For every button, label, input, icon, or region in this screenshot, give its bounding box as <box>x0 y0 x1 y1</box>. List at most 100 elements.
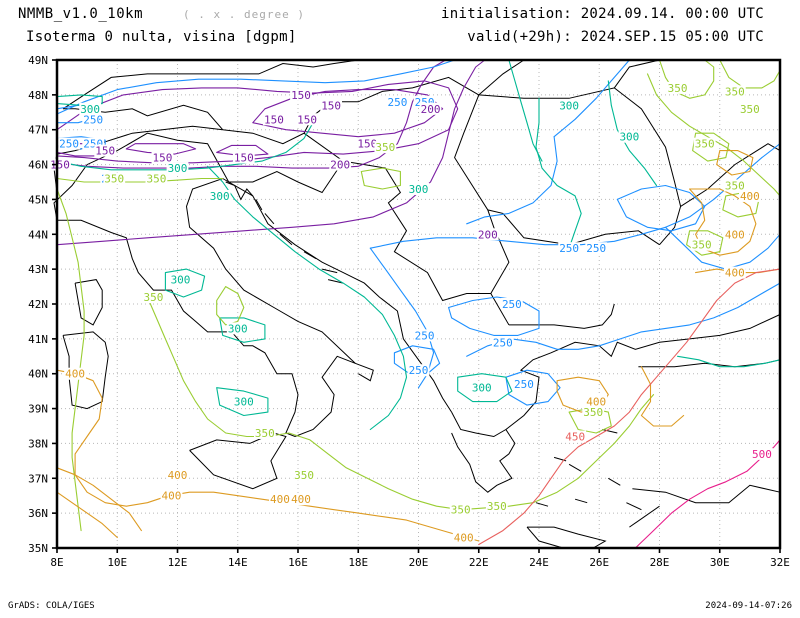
contour-line-350 <box>56 177 224 183</box>
contour-label-mask <box>585 395 608 408</box>
contour-label: 300 <box>409 183 429 196</box>
contour-label-mask <box>374 141 397 154</box>
contour-label-mask <box>253 426 276 439</box>
contour-label: 400 <box>291 493 311 506</box>
contour-label: 250 <box>409 364 429 377</box>
contour-label: 150 <box>291 89 311 102</box>
coastline <box>237 59 359 75</box>
contour-label-mask <box>558 99 581 112</box>
contour-label-mask <box>293 468 315 481</box>
contour-label-mask <box>208 189 231 202</box>
coastline <box>568 463 582 472</box>
coastline <box>487 209 510 294</box>
coastline <box>451 411 516 493</box>
coastline <box>574 498 588 504</box>
x-axis-tick-label: 28E <box>650 556 670 569</box>
coastline <box>608 477 621 486</box>
contour-label: 400 <box>725 228 745 241</box>
contour-label: 350 <box>695 138 715 151</box>
contour-label-mask <box>738 102 761 115</box>
contour-label-mask <box>160 489 183 502</box>
contour-label: 250 <box>83 113 103 126</box>
contour-line-300 <box>535 97 582 249</box>
x-axis-tick-label: 20E <box>409 556 429 569</box>
chart-footer: GrADS: COLA/IGES 2024-09-14-07:26 <box>0 588 800 618</box>
initialisation-time: initialisation: 2024.09.14. 00:00 UTC <box>441 6 764 22</box>
coastline <box>632 484 781 504</box>
contour-label: 350 <box>146 173 166 186</box>
coastline <box>508 303 615 329</box>
x-axis-tick-label: 12E <box>168 556 188 569</box>
y-axis-tick-label: 48N <box>28 89 48 102</box>
contour-label-mask <box>723 85 746 98</box>
contour-label-mask <box>564 430 587 443</box>
contour-label-mask <box>491 336 514 349</box>
contour-label: 350 <box>583 406 603 419</box>
coastline <box>57 219 374 438</box>
contour-label: 150 <box>95 145 115 158</box>
x-axis-tick-label: 16E <box>288 556 308 569</box>
coastline <box>303 132 510 326</box>
contour-line-400 <box>56 491 118 539</box>
model-title: NMMB_v1.0_10km <box>18 6 144 22</box>
contour-line-350 <box>532 394 655 504</box>
contour-label-mask <box>142 291 165 304</box>
contour-line-350 <box>686 230 724 256</box>
contour-label: 300 <box>210 190 230 203</box>
contour-line-250 <box>505 369 561 406</box>
coastline <box>454 94 660 246</box>
contour-label-mask <box>407 364 430 377</box>
contour-label-mask <box>751 447 773 460</box>
coastline <box>680 143 781 207</box>
field-title: Isoterma 0 nulta, visina [dgpm] <box>26 29 297 45</box>
contour-label: 350 <box>740 103 760 116</box>
contour-line-350 <box>692 132 730 162</box>
contour-line-300 <box>677 355 781 368</box>
valid-time: valid(+29h): 2024.SEP.15 05:00 UTC <box>467 29 764 45</box>
contour-label-mask <box>82 113 105 126</box>
contour-label-mask <box>723 179 746 192</box>
y-axis-tick-label: 47N <box>28 124 48 137</box>
contour-line-250 <box>56 59 456 115</box>
contour-line-300 <box>508 59 543 162</box>
contour-line-300 <box>216 387 269 417</box>
coastlines-and-borders <box>53 59 781 549</box>
contour-label: 150 <box>234 152 254 165</box>
coastline <box>225 181 254 201</box>
coastline <box>228 160 344 194</box>
render-timestamp: 2024-09-14-07:26 <box>705 601 792 611</box>
contour-line-300 <box>457 373 513 403</box>
contour-label: 200 <box>421 103 441 116</box>
contour-label-mask <box>103 172 126 185</box>
contour-label-mask <box>558 242 581 255</box>
coastline <box>629 505 660 528</box>
contour-label-mask <box>356 137 379 150</box>
x-axis-tick-label: 24E <box>529 556 549 569</box>
contour-label: 150 <box>50 159 70 172</box>
x-axis-tick-label: 18E <box>348 556 368 569</box>
contour-label-mask <box>419 102 442 115</box>
contour-label: 300 <box>168 162 188 175</box>
contour-label-mask <box>449 503 472 516</box>
coastline <box>279 233 293 246</box>
contour-label-mask <box>58 137 80 150</box>
contour-line-200 <box>56 80 459 164</box>
contour-label: 250 <box>514 378 534 391</box>
contour-line-400 <box>56 467 142 532</box>
coastline <box>535 502 549 507</box>
contour-label-mask <box>666 81 689 94</box>
y-axis-tick-label: 38N <box>28 437 48 450</box>
contour-label-mask <box>94 144 117 157</box>
y-axis-tick-label: 49N <box>28 54 48 67</box>
contour-line-300 <box>56 122 314 171</box>
y-axis-tick-label: 46N <box>28 159 48 172</box>
contour-label: 200 <box>330 159 350 172</box>
contour-label: 350 <box>668 82 688 95</box>
contour-label: 400 <box>740 190 760 203</box>
contour-label-mask <box>738 189 761 202</box>
contour-label-mask <box>470 381 493 394</box>
contour-label-mask <box>452 531 475 544</box>
contour-label: 300 <box>228 322 248 335</box>
contour-line-350 <box>658 59 715 99</box>
grads-credit: GrADS: COLA/IGES <box>8 601 95 611</box>
